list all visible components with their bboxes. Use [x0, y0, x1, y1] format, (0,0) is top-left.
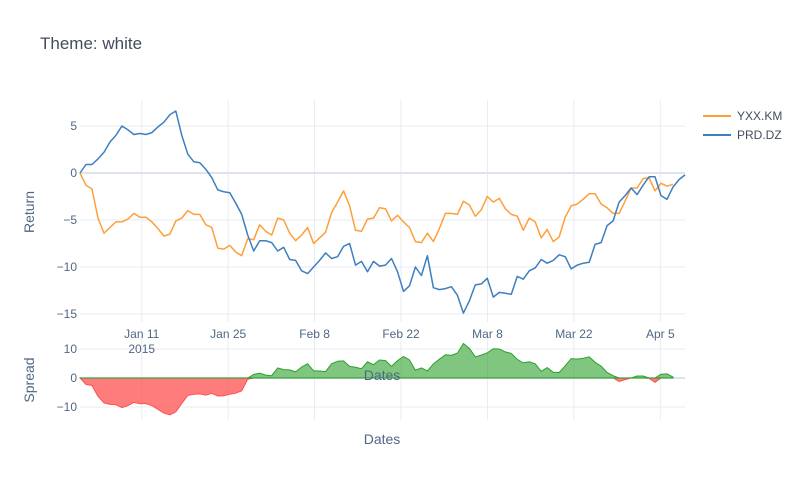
return-lines: [79, 110, 686, 314]
spread-area: [78, 342, 674, 416]
y-axis-title-spread: Spread: [21, 357, 37, 402]
x-tick-label: Mar 22: [555, 327, 593, 341]
x-tick-label: Jan 11: [124, 327, 159, 341]
y-tick-label: −5: [63, 213, 77, 227]
y-tick-label: 0: [70, 166, 77, 180]
legend-swatch-yxx: [703, 114, 731, 117]
legend: YXX.KM PRD.DZ: [703, 106, 782, 144]
legend-label-prd: PRD.DZ: [737, 127, 782, 142]
legend-swatch-prd: [703, 133, 731, 136]
y-tick-label-spread: −10: [57, 400, 78, 414]
legend-item-yxx[interactable]: YXX.KM: [703, 106, 782, 125]
y-tick-label: −15: [57, 307, 78, 321]
x-tick-label: Jan 25: [210, 327, 246, 341]
y-axis-title-return: Return: [21, 191, 37, 233]
axis-ticks: Jan 11 Jan 25 Feb 8 Feb 22 Mar 8 Mar 22 Apr 5 2…: [57, 119, 675, 414]
x-tick-label: Feb 8: [299, 327, 330, 341]
y-tick-label-spread: 10: [64, 342, 78, 356]
legend-item-prd[interactable]: PRD.DZ: [703, 125, 782, 144]
legend-label-yxx: YXX.KM: [737, 108, 783, 123]
x-tick-label: Feb 22: [382, 327, 420, 341]
x-axis-title-overlay: Dates: [364, 367, 401, 383]
x-tick-label: Mar 8: [472, 327, 503, 341]
chart-title: Theme: white: [40, 34, 143, 53]
x-tick-year: 2015: [128, 342, 155, 356]
y-tick-label: 5: [70, 119, 77, 133]
x-tick-label: Apr 5: [646, 327, 675, 341]
y-tick-label: −10: [57, 260, 78, 274]
x-axis-title: Dates: [364, 431, 401, 447]
y-tick-label-spread: 0: [70, 371, 77, 385]
